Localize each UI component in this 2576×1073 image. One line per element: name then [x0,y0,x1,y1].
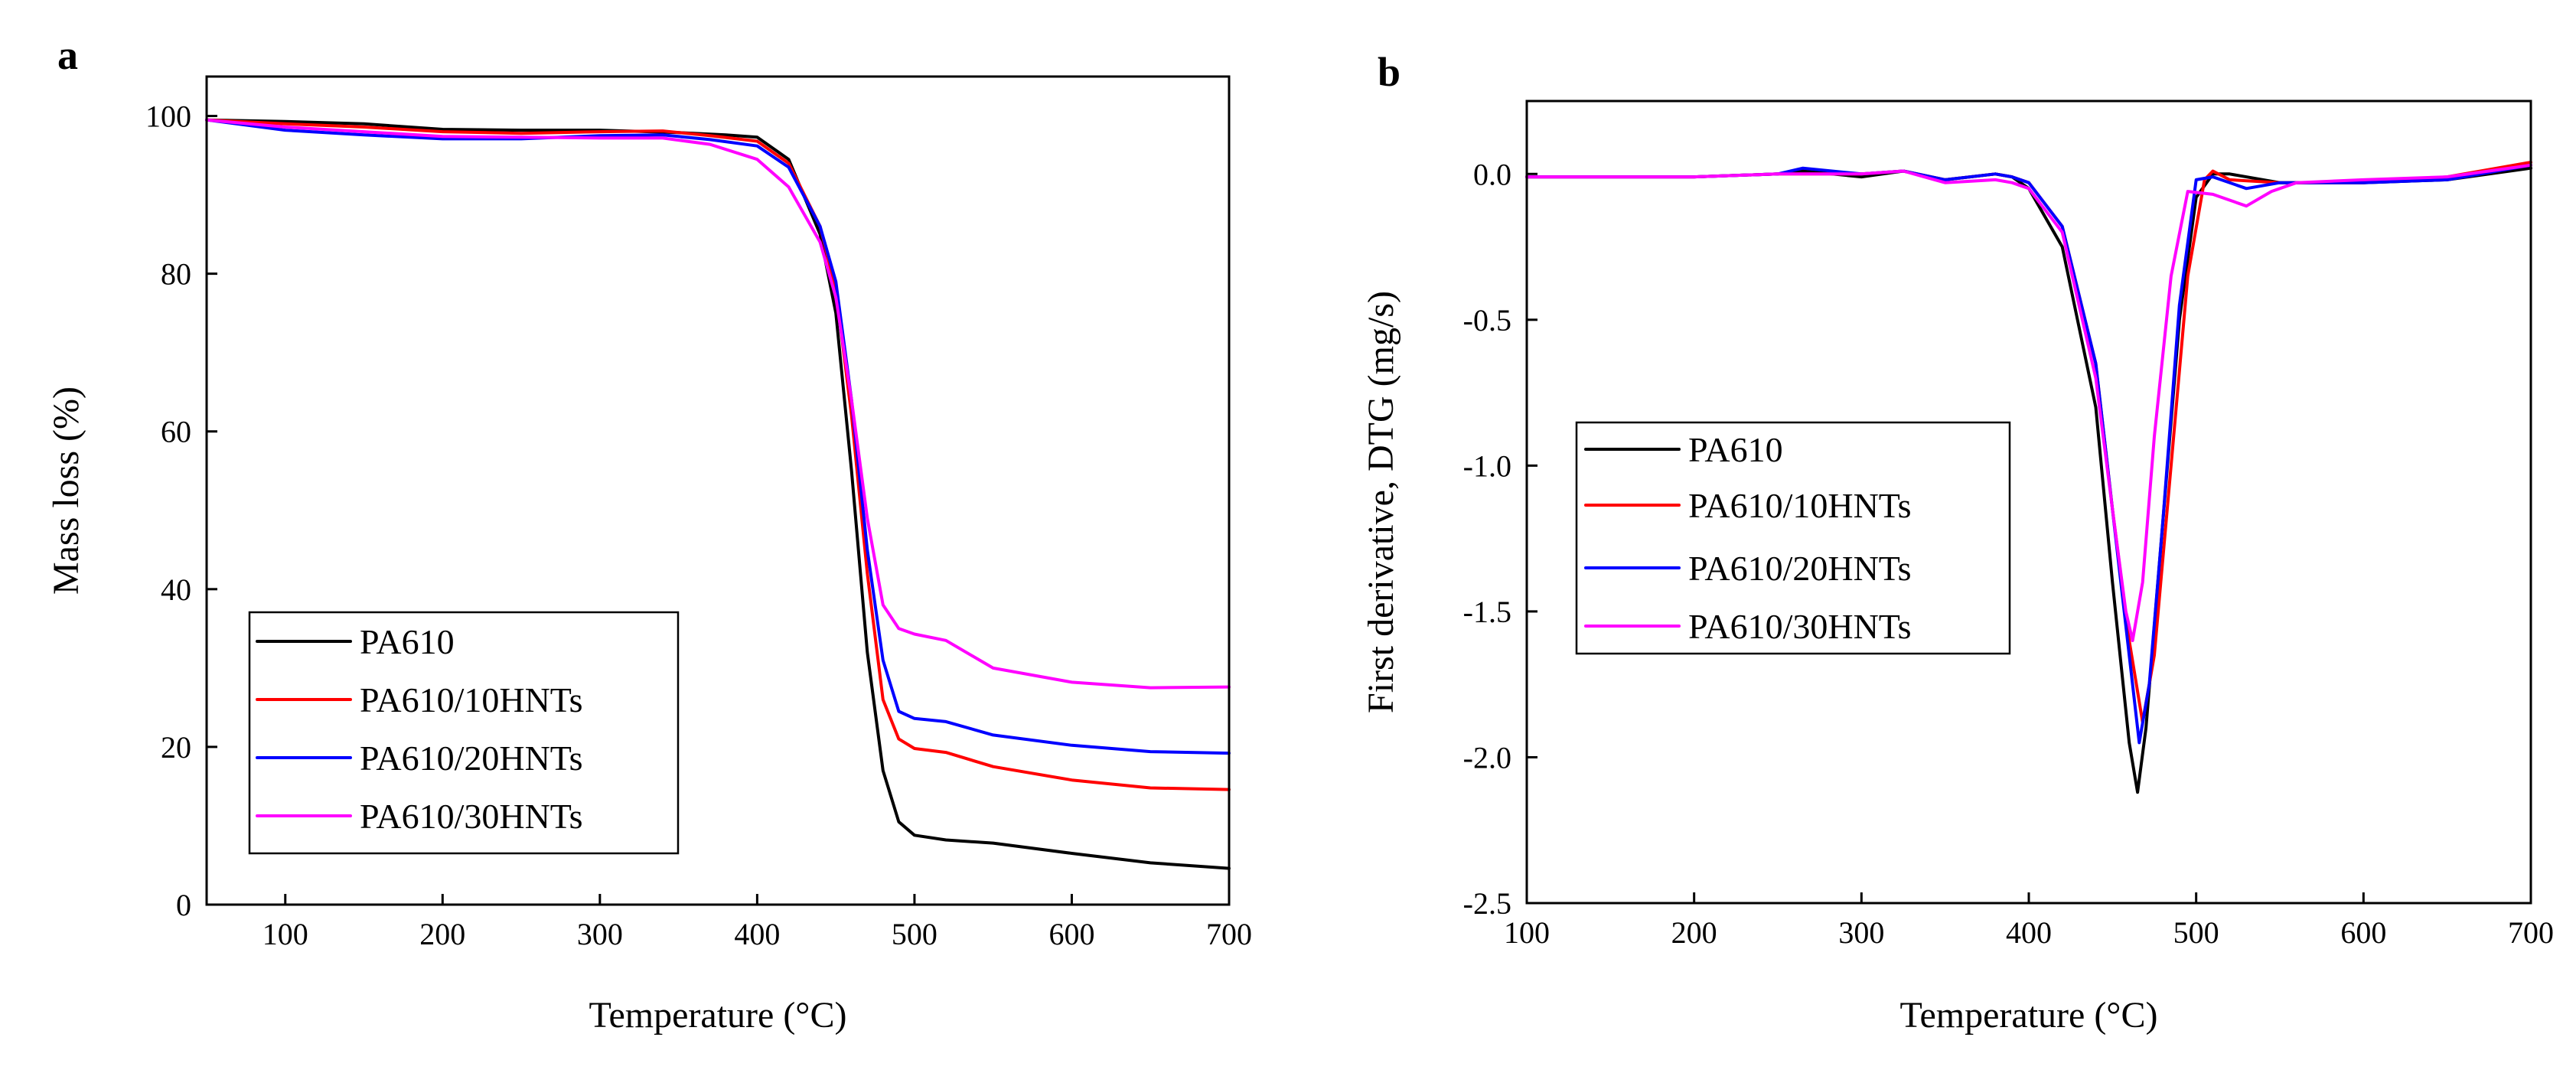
legend-label-pa610-10hnts: PA610/10HNTs [360,680,583,719]
panel-a-xlabel: Temperature (°C) [589,995,846,1035]
x-tick-label: 700 [2508,915,2554,950]
panel-a-frame [205,75,1231,906]
x-tick-label: 200 [419,917,465,951]
panel-b-legend: PA610 PA610/10HNTs PA610/20HNTs PA610/30… [1575,421,2011,655]
x-tick-label: 500 [2173,915,2219,950]
legend-label-pa610-30hnts: PA610/30HNTs [360,797,583,836]
y-tick-label: 20 [161,730,191,765]
panel-b-ylabel: First derivative, DTG (mg/s) [1361,291,1401,713]
x-tick-label: 600 [1048,917,1094,951]
legend-label-pa610: PA610 [1688,430,1783,469]
panel-a-ylabel: Mass loss (%) [46,386,86,595]
panel-b-ticks: 100 200 300 400 500 600 700 -2.5 -2.0 -1.5 -1.0 -0.… [1463,157,2554,950]
panel-b-legend-box [1575,421,2011,655]
x-tick-label: 400 [734,917,780,951]
y-tick-label: 40 [161,572,191,607]
panel-a-chart: a 100 200 300 400 500 600 700 0 20 40 60 80 100 Temp… [46,32,1252,1035]
x-tick-label: 200 [1671,915,1717,950]
y-tick-label: 0.0 [1473,157,1511,191]
legend-label-pa610-20hnts: PA610/20HNTs [1688,549,1912,588]
x-tick-label: 100 [262,917,308,951]
x-tick-label: 100 [1504,915,1550,950]
y-tick-label: 100 [145,99,191,134]
y-tick-label: -1.0 [1463,448,1511,483]
panel-b-label: b [1378,49,1400,95]
series-line-pa610-30hnts [205,118,1231,690]
x-tick-label: 400 [2006,915,2052,950]
x-tick-label: 600 [2340,915,2386,950]
legend-label-pa610: PA610 [360,622,455,661]
panel-a-label: a [57,32,78,78]
panel-b-chart: b 100 200 300 400 500 600 700 -2.5 -2.0 -1.5 -1.0 -… [1361,49,2554,1035]
panel-a-series [205,118,1231,870]
y-tick-label: 80 [161,257,191,292]
legend-label-pa610-30hnts: PA610/30HNTs [1688,607,1912,646]
x-tick-label: 700 [1206,917,1252,951]
panel-a-ticks: 100 200 300 400 500 600 700 0 20 40 60 80 100 [145,99,1252,951]
series-line-pa610 [1525,166,2532,794]
y-tick-label: 0 [176,888,191,922]
y-tick-label: 60 [161,415,191,449]
x-tick-label: 300 [1838,915,1884,950]
y-tick-label: -2.0 [1463,740,1511,775]
legend-label-pa610-10hnts: PA610/10HNTs [1688,486,1912,525]
legend-label-pa610-20hnts: PA610/20HNTs [360,739,583,778]
panel-a-legend-box [248,611,680,855]
y-tick-label: -0.5 [1463,303,1511,338]
panel-b-series [1525,161,2532,794]
panel-b-xlabel: Temperature (°C) [1899,995,2157,1035]
x-tick-label: 300 [577,917,623,951]
x-tick-label: 500 [892,917,937,951]
series-line-pa610-20hnts [205,118,1231,755]
series-line-pa610-30hnts [1525,163,2532,642]
y-tick-label: -2.5 [1463,886,1511,921]
y-tick-label: -1.5 [1463,595,1511,629]
panel-a-legend: PA610 PA610/10HNTs PA610/20HNTs PA610/30… [248,611,680,855]
